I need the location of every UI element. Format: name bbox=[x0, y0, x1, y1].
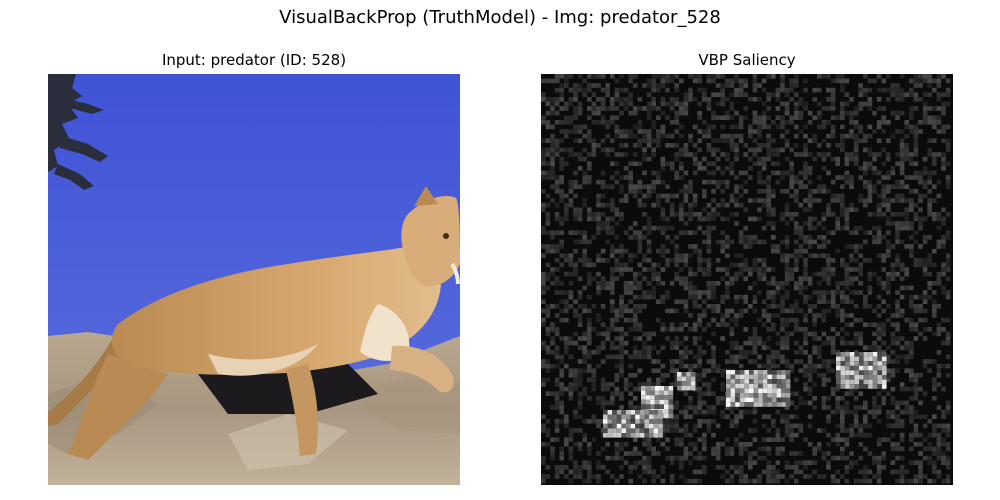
figure-title: VisualBackProp (TruthModel) - Img: preda… bbox=[279, 7, 721, 28]
cougar bbox=[48, 186, 460, 460]
saliency-noise bbox=[541, 74, 951, 484]
saliency-map bbox=[541, 74, 953, 485]
saliency-hotspots bbox=[603, 352, 887, 438]
saliency-title: VBP Saliency bbox=[698, 51, 796, 69]
input-image-title: Input: predator (ID: 528) bbox=[161, 51, 347, 69]
input-image-panel: Input: predator (ID: 528) bbox=[48, 50, 460, 485]
tree-branches bbox=[48, 74, 108, 190]
saliency-panel: VBP Saliency bbox=[541, 50, 953, 485]
input-photo bbox=[48, 74, 460, 485]
